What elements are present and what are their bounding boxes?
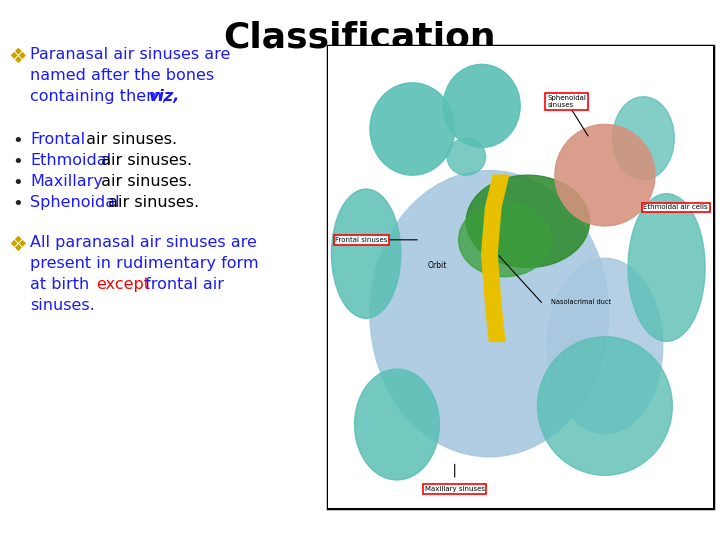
Ellipse shape	[628, 194, 705, 341]
Ellipse shape	[467, 175, 590, 267]
Text: Maxillary sinuses: Maxillary sinuses	[425, 486, 485, 492]
Text: Sphenoidal: Sphenoidal	[30, 195, 120, 210]
Text: Sphenoidal
sinuses: Sphenoidal sinuses	[547, 95, 586, 108]
Text: air sinuses.: air sinuses.	[81, 132, 177, 147]
Text: Maxillary: Maxillary	[30, 174, 103, 189]
Ellipse shape	[555, 124, 655, 226]
Bar	[328, 46, 713, 508]
Text: Ethmoidal air cells: Ethmoidal air cells	[644, 205, 708, 211]
Ellipse shape	[447, 138, 485, 175]
Text: viz,: viz,	[149, 89, 181, 104]
Text: present in rudimentary form: present in rudimentary form	[30, 256, 258, 271]
Ellipse shape	[538, 337, 672, 475]
Ellipse shape	[459, 203, 551, 276]
Text: ❖: ❖	[8, 47, 27, 67]
Ellipse shape	[444, 64, 521, 147]
Ellipse shape	[613, 97, 674, 180]
Ellipse shape	[370, 171, 609, 457]
Text: air sinuses.: air sinuses.	[96, 153, 192, 168]
Text: Ethmoidal: Ethmoidal	[30, 153, 111, 168]
Text: •: •	[12, 174, 23, 192]
Text: except: except	[96, 277, 150, 292]
Text: named after the bones: named after the bones	[30, 68, 214, 83]
Ellipse shape	[370, 83, 455, 175]
Text: Classification: Classification	[224, 20, 496, 54]
Text: Nasolacrimal duct: Nasolacrimal duct	[551, 300, 611, 306]
Ellipse shape	[354, 369, 439, 480]
Text: All paranasal air sinuses are: All paranasal air sinuses are	[30, 235, 257, 250]
Text: at birth: at birth	[30, 277, 94, 292]
Text: frontal air: frontal air	[140, 277, 223, 292]
Text: air sinuses.: air sinuses.	[96, 174, 192, 189]
Ellipse shape	[547, 258, 662, 434]
Text: ❖: ❖	[8, 235, 27, 255]
Text: Paranasal air sinuses are: Paranasal air sinuses are	[30, 47, 230, 62]
Text: Frontal: Frontal	[30, 132, 85, 147]
Text: •: •	[12, 195, 23, 213]
Text: Frontal sinuses: Frontal sinuses	[336, 237, 387, 243]
Text: air sinuses.: air sinuses.	[103, 195, 199, 210]
Text: •: •	[12, 132, 23, 150]
Text: Orbit: Orbit	[428, 260, 447, 269]
Text: containing them,: containing them,	[30, 89, 172, 104]
Ellipse shape	[331, 189, 401, 318]
Polygon shape	[482, 175, 508, 341]
Text: •: •	[12, 153, 23, 171]
Text: sinuses.: sinuses.	[30, 298, 95, 313]
